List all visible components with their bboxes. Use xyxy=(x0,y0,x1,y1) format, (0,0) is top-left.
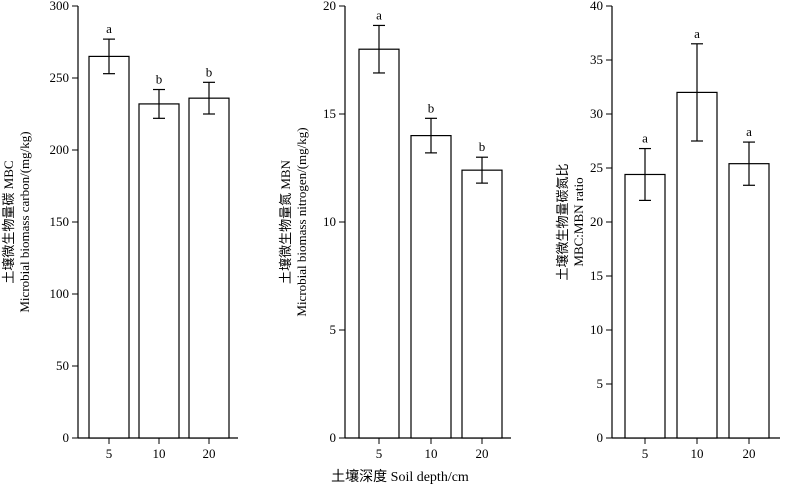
y-tick-label: 0 xyxy=(63,430,70,445)
y-tick-label: 20 xyxy=(590,214,603,229)
y-tick-label: 35 xyxy=(590,52,603,67)
x-tick-label: 20 xyxy=(203,446,216,461)
bar xyxy=(728,163,770,439)
y-tick-label: 10 xyxy=(590,322,603,337)
x-tick-label: 20 xyxy=(743,446,756,461)
bar xyxy=(410,135,452,439)
bar xyxy=(461,169,503,439)
bar xyxy=(188,97,230,439)
chart-panel-2: 0 5 10 15 20 a 5 b 10 b 20 土壤微生物量氮 MBN Microbial bio… xyxy=(278,0,511,461)
y-tick-label: 15 xyxy=(590,268,603,283)
y-tick-label: 300 xyxy=(50,0,70,13)
y-tick-label: 50 xyxy=(56,358,69,373)
y-tick-label: 10 xyxy=(323,214,336,229)
x-tick-label: 5 xyxy=(642,446,649,461)
y-axis-label-cn: 土壤微生物量碳 MBC xyxy=(1,160,16,283)
significance-label: a xyxy=(694,26,700,41)
bar xyxy=(676,91,718,439)
y-tick-label: 30 xyxy=(590,106,603,121)
y-tick-label: 0 xyxy=(330,430,337,445)
x-axis-label: 土壤深度 Soil depth/cm xyxy=(331,468,469,485)
x-tick-label: 10 xyxy=(153,446,166,461)
significance-label: b xyxy=(479,139,486,154)
bar xyxy=(358,48,400,439)
y-axis-label-cn: 土壤微生物量碳氮比 xyxy=(555,163,570,280)
y-axis-label-en: Microbial biomass carbon/(mg/kg) xyxy=(17,131,32,312)
significance-label: a xyxy=(376,7,382,22)
x-tick-label: 10 xyxy=(691,446,704,461)
y-axis-label-en: Microbial biomass nitrogen/(mg/kg) xyxy=(294,127,309,316)
y-axis-label-cn: 土壤微生物量氮 MBN xyxy=(278,159,293,283)
x-tick-label: 10 xyxy=(425,446,438,461)
significance-label: a xyxy=(642,131,648,146)
chart-panel-1: 0 50 100 150 200 250 300 a 5 b 10 b 20 土壤微生物量碳 MBC Mic… xyxy=(1,0,238,461)
y-tick-label: 150 xyxy=(50,214,70,229)
x-tick-label: 20 xyxy=(476,446,489,461)
y-tick-label: 20 xyxy=(323,0,336,13)
y-axis-label-en: MBC:MBN ratio xyxy=(571,177,586,266)
y-tick-label: 25 xyxy=(590,160,603,175)
y-tick-label: 5 xyxy=(597,376,604,391)
bar xyxy=(138,103,180,439)
y-tick-label: 0 xyxy=(597,430,604,445)
x-tick-label: 5 xyxy=(376,446,383,461)
x-tick-label: 5 xyxy=(106,446,113,461)
chart-panel-3: 0 5 10 15 20 25 30 35 40 a 5 a 10 a 20 土壤微生物量碳氮比 MBC:MBN… xyxy=(555,0,780,461)
y-tick-label: 40 xyxy=(590,0,603,13)
significance-label: a xyxy=(746,124,752,139)
bar xyxy=(88,55,130,439)
y-tick-label: 250 xyxy=(50,70,70,85)
y-tick-label: 100 xyxy=(50,286,70,301)
significance-label: b xyxy=(428,100,435,115)
y-tick-label: 15 xyxy=(323,106,336,121)
y-tick-label: 200 xyxy=(50,142,70,157)
bar xyxy=(624,173,666,439)
significance-label: a xyxy=(106,21,112,36)
significance-label: b xyxy=(206,64,213,79)
significance-label: b xyxy=(156,72,163,87)
y-tick-label: 5 xyxy=(330,322,337,337)
